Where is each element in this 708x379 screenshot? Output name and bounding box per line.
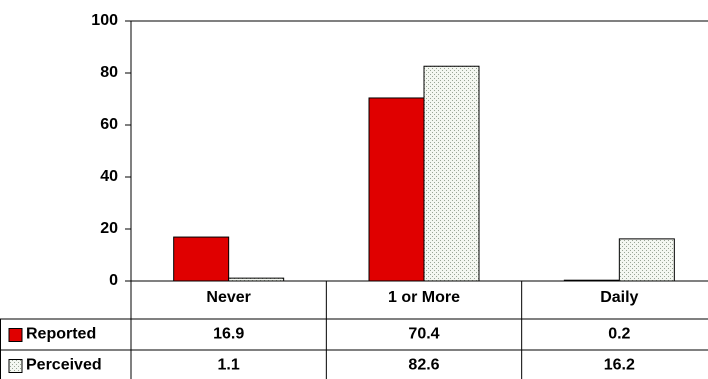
y-tick-label: 100 [91,12,118,29]
legend-label-reported: Reported [26,326,96,343]
legend-label-perceived: Perceived [26,357,102,374]
y-tick-label: 80 [100,64,118,81]
data-label: 70.4 [408,326,439,343]
y-tick-label: 60 [100,116,118,133]
data-label: 0.2 [608,326,630,343]
legend-key-perceived [8,359,23,373]
bar-perceived-2 [618,238,675,282]
x-tick-label: Never [206,289,250,306]
bar-reported-0 [173,236,230,282]
x-tick-label: Daily [600,289,638,306]
data-label: 82.6 [408,357,439,374]
x-tick-label: 1 or More [388,289,460,306]
data-label: 1.1 [218,357,240,374]
legend-key-reported [8,328,23,342]
plot-area: 0 20 40 60 80 100 [91,12,708,289]
data-label: 16.2 [604,357,635,374]
y-tick-label: 20 [100,220,118,237]
data-label: 16.9 [213,326,244,343]
y-tick-label: 0 [109,272,118,289]
bar-reported-1 [368,97,425,282]
bar-perceived-1 [423,65,480,282]
data-table: Never 1 or More Daily Reported 16.9 70.4 0.2 Pe… [0,280,708,379]
y-tick-label: 40 [100,168,118,185]
